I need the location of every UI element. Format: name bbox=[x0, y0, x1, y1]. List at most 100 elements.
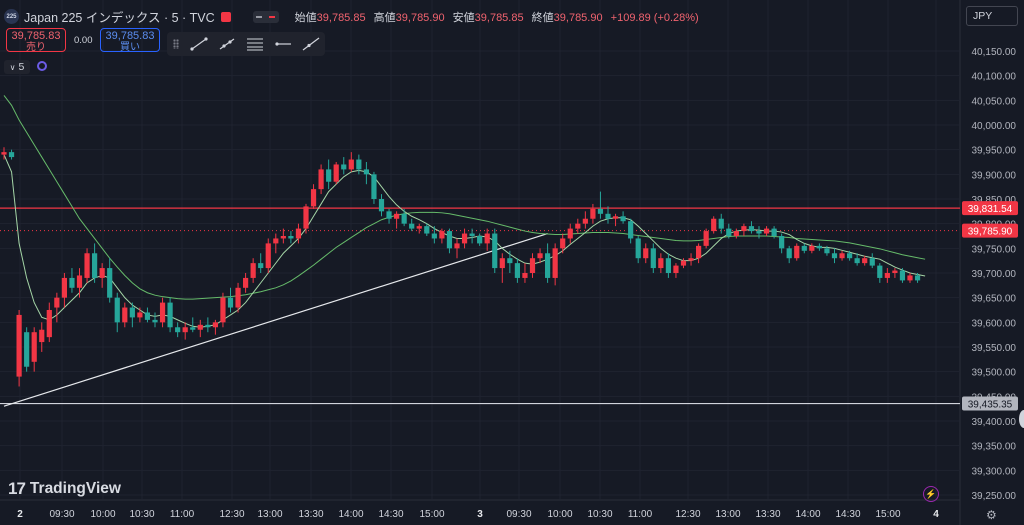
price-tick-label: 39,300.00 bbox=[972, 466, 1017, 477]
price-marker-label: 39,435.35 bbox=[968, 400, 1013, 411]
candle-body bbox=[801, 245, 807, 251]
candle-body bbox=[54, 297, 60, 308]
candle-body bbox=[884, 273, 890, 278]
price-tick-label: 39,650.00 bbox=[972, 294, 1017, 305]
currency-selector[interactable]: JPY bbox=[966, 6, 1018, 26]
price-tick-label: 39,350.00 bbox=[972, 442, 1017, 453]
time-tick-label: 13:30 bbox=[755, 509, 781, 520]
buy-button[interactable]: 39,785.83 買い bbox=[100, 28, 160, 53]
candle-body bbox=[597, 208, 604, 214]
buy-label: 買い bbox=[120, 42, 140, 53]
candle-body bbox=[696, 245, 702, 259]
market-closed-icon bbox=[220, 11, 231, 22]
ray-tool[interactable] bbox=[213, 33, 241, 55]
candle-body bbox=[394, 213, 400, 219]
scroll-handle[interactable] bbox=[1019, 410, 1024, 428]
candle-body bbox=[605, 213, 611, 219]
drag-handle-icon[interactable] bbox=[173, 39, 179, 49]
candle-body bbox=[658, 258, 664, 269]
candle-body bbox=[771, 228, 777, 236]
spread-value: 0.00 bbox=[74, 35, 93, 46]
time-tick-label: 13:00 bbox=[257, 509, 283, 520]
candle-body bbox=[643, 248, 649, 259]
candle-body bbox=[129, 307, 135, 318]
visibility-toggle[interactable] bbox=[252, 10, 279, 23]
horizontal-ray-icon bbox=[275, 42, 291, 46]
candle-body bbox=[76, 275, 83, 288]
price-tick-label: 39,950.00 bbox=[972, 146, 1017, 157]
indicator-status-icon[interactable] bbox=[37, 61, 47, 71]
candle-body bbox=[469, 233, 475, 236]
candle-body bbox=[69, 277, 75, 288]
candle-body bbox=[99, 268, 105, 278]
price-tick-label: 40,050.00 bbox=[972, 96, 1017, 107]
flash-icon[interactable]: ⚡ bbox=[923, 486, 939, 502]
extended-line-icon bbox=[302, 37, 320, 51]
horizontal-ray-tool[interactable] bbox=[269, 33, 297, 55]
open-label: 始値 bbox=[294, 11, 317, 24]
candle-body bbox=[409, 223, 415, 229]
candle-body bbox=[688, 258, 694, 261]
candle-body bbox=[310, 189, 317, 207]
extended-line-tool[interactable] bbox=[297, 33, 325, 55]
trend-line[interactable] bbox=[3, 232, 548, 407]
candle-body bbox=[899, 270, 906, 281]
candle-body bbox=[484, 233, 490, 244]
candle-body bbox=[786, 248, 792, 259]
candle-body bbox=[205, 324, 211, 328]
fib-retracement-tool[interactable] bbox=[241, 33, 269, 55]
candle-body bbox=[461, 233, 468, 244]
candle-body bbox=[235, 287, 241, 308]
price-marker[interactable] bbox=[962, 201, 1018, 216]
candle-body bbox=[877, 265, 883, 278]
candle-body bbox=[348, 159, 354, 170]
candle-body bbox=[1, 152, 7, 155]
candle-body bbox=[582, 218, 588, 224]
candle-body bbox=[144, 312, 151, 320]
drawing-toolbar bbox=[167, 32, 325, 56]
candle-body bbox=[831, 253, 838, 259]
candle-body bbox=[39, 329, 45, 343]
price-marker-label: 39,831.54 bbox=[968, 204, 1013, 215]
interval-value: 5 bbox=[18, 61, 25, 73]
price-marker[interactable] bbox=[962, 223, 1018, 238]
candle-body bbox=[182, 327, 188, 333]
ohlc-legend: 始値39,785.85 高値39,785.90 安値39,785.85 終値39… bbox=[295, 9, 704, 25]
candle-body bbox=[514, 263, 520, 278]
sell-button[interactable]: 39,785.83 売り bbox=[6, 28, 66, 53]
candle-body bbox=[560, 238, 566, 249]
candle-body bbox=[446, 231, 453, 249]
time-tick-label: 10:00 bbox=[90, 509, 116, 520]
candle-body bbox=[907, 275, 913, 281]
time-tick-label: 09:30 bbox=[49, 509, 75, 520]
trend-line-tool[interactable] bbox=[185, 33, 213, 55]
time-tick-label: 13:00 bbox=[715, 509, 741, 520]
candle-body bbox=[824, 248, 830, 254]
candle-body bbox=[280, 236, 286, 239]
candle-body bbox=[703, 231, 709, 246]
chart-grid bbox=[0, 0, 960, 500]
low-label: 安値 bbox=[452, 11, 475, 24]
candle-body bbox=[816, 245, 822, 249]
price-marker[interactable] bbox=[962, 396, 1018, 411]
time-tick-label: 11:00 bbox=[627, 509, 653, 520]
candle-body bbox=[507, 258, 513, 264]
interval-selector[interactable]: ∨ 5 bbox=[4, 60, 30, 74]
candle-body bbox=[416, 226, 422, 229]
candle-body bbox=[401, 213, 407, 224]
candle-body bbox=[250, 263, 256, 278]
symbol-title[interactable]: Japan 225 インデックス · 5 · TVC bbox=[24, 11, 215, 25]
candle-body bbox=[454, 243, 460, 249]
tradingview-logo[interactable]: 17 TradingView bbox=[8, 479, 121, 499]
price-axis[interactable]: 40,150.00 40,100.00 40,050.00 40,000.00 39,9… bbox=[962, 47, 1018, 502]
candle-body bbox=[31, 332, 37, 362]
time-tick-label: 13:30 bbox=[298, 509, 324, 520]
candle-body bbox=[537, 253, 543, 259]
candle-body bbox=[24, 332, 30, 367]
candle-body bbox=[439, 231, 445, 239]
candle-body bbox=[612, 216, 619, 219]
candle-body bbox=[265, 243, 271, 269]
candle-body bbox=[8, 152, 15, 158]
gear-icon[interactable]: ⚙ bbox=[986, 508, 997, 522]
